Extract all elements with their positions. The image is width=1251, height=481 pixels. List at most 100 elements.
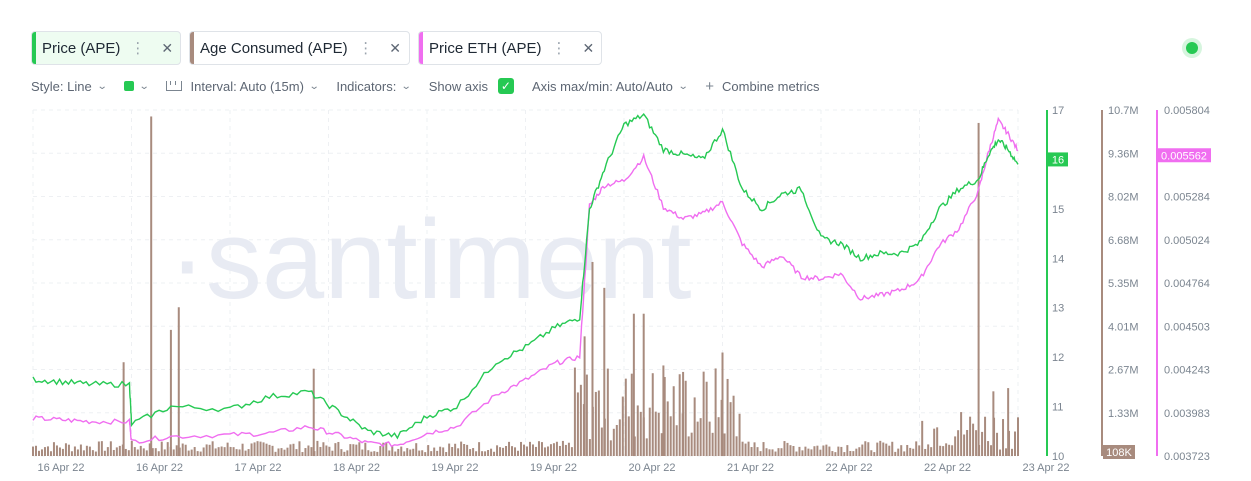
interval-dropdown[interactable]: Interval: Auto (15m) ⌄ [166,78,320,94]
age-consumed-bar [142,448,145,456]
age-consumed-bar [175,445,178,456]
indicators-dropdown[interactable]: Indicators: ⌄ [336,78,412,94]
age-consumed-bar [346,450,349,456]
age-consumed-bar [88,446,91,456]
age-consumed-bar [244,450,247,456]
santiment-watermark: ·santiment [169,197,692,322]
age-consumed-bar [759,451,762,456]
x-axis-tick: 23 Apr 22 [1022,462,1069,474]
style-dropdown[interactable]: Style: Line ⌄ [31,79,107,94]
interval-label: Interval: Auto (15m) [190,78,304,94]
age-consumed-bar [394,451,397,456]
age-consumed-bar [406,448,409,456]
age-consumed-bar [67,444,70,456]
age-consumed-bar [412,448,415,456]
age-consumed-bar [436,450,439,456]
more-options-icon[interactable]: ⋮ [551,40,567,57]
age-consumed-bar [657,412,660,456]
age-consumed-bar [466,444,469,456]
age-consumed-bar [130,440,133,456]
age-consumed-bar [421,450,424,456]
age-consumed-bar [882,442,885,456]
show-axis-toggle[interactable]: Show axis ✓ [429,78,514,94]
age-consumed-bar [274,451,277,456]
age-consumed-axis-tick: 2.67M [1108,365,1139,377]
more-options-icon[interactable]: ⋮ [130,40,146,57]
age-consumed-axis-tick: 10.7M [1108,105,1139,117]
age-consumed-bar [122,362,125,456]
age-consumed-bar [253,442,256,456]
age-consumed-bar [187,450,190,456]
age-consumed-bar [894,451,897,456]
show-axis-label: Show axis [428,78,488,94]
age-consumed-bar [439,446,442,456]
age-consumed-bar [888,445,891,456]
metric-label: Age Consumed (APE) [200,39,348,57]
age-consumed-bar [484,451,487,456]
age-consumed-bar [487,450,490,456]
age-consumed-bar [957,430,960,456]
price-axis-tick: 10 [1052,451,1064,463]
x-axis-tick: 20 Apr 22 [628,462,675,474]
age-consumed-bar [190,449,193,456]
age-consumed-bar [523,444,526,456]
age-consumed-bar [97,441,100,456]
age-consumed-bar [319,446,322,456]
age-consumed-bar [106,447,109,456]
age-consumed-bar [525,446,528,456]
age-consumed-bar [208,444,211,456]
metric-chip-age-consumed[interactable]: Age Consumed (APE) ⋮ ✕ [189,31,410,65]
price-eth-axis-tick: 0.004764 [1164,278,1210,290]
age-consumed-bar [660,433,663,456]
price-eth-current-marker [1158,148,1211,163]
color-dropdown[interactable]: ⌄ [124,81,150,92]
combine-metrics-label: Combine metrics [722,78,820,94]
age-consumed-bar [226,442,229,456]
checkmark-icon[interactable]: ✓ [497,78,514,94]
age-consumed-bar [100,441,103,456]
age-consumed-bar [756,447,759,456]
price-eth-axis-tick: 0.004503 [1164,321,1210,333]
close-icon[interactable]: ✕ [389,39,401,56]
more-options-icon[interactable]: ⋮ [358,40,374,57]
axis-maxmin-dropdown[interactable]: Axis max/min: Auto/Auto ⌄ [532,79,689,94]
age-consumed-bar [427,445,430,456]
age-consumed-bar [376,451,379,456]
age-consumed-bar [969,416,972,456]
age-consumed-bar [963,434,966,456]
age-consumed-bar [177,307,180,456]
age-consumed-bar [750,447,753,456]
metric-chip-price[interactable]: Price (APE) ⋮ ✕ [31,31,181,65]
age-consumed-bar [325,445,328,456]
age-consumed-bar [591,261,594,456]
age-consumed-bar [579,384,582,456]
age-consumed-bar [196,451,199,456]
age-consumed-bar [298,441,301,456]
close-icon[interactable]: ✕ [582,39,595,56]
age-consumed-bar [364,442,367,456]
age-consumed-bar [223,447,226,456]
age-consumed-bar [136,449,139,456]
price-eth-line [32,116,1019,448]
indicators-label: Indicators: [336,78,397,94]
age-consumed-bar [343,451,346,456]
age-consumed-bar [837,446,840,456]
age-consumed-bar [76,449,79,456]
age-consumed-bar [508,441,511,456]
age-consumed-bar [933,428,936,456]
age-consumed-bar [783,441,786,456]
close-icon[interactable]: ✕ [161,39,174,56]
combine-metrics-button[interactable]: + Combine metrics [705,78,819,95]
age-consumed-bar [358,442,361,456]
age-consumed-bar [663,377,666,456]
metric-chip-price-eth[interactable]: Price ETH (APE) ⋮ ✕ [418,31,602,65]
age-consumed-current-marker [1103,445,1135,459]
age-consumed-bar [732,395,735,456]
age-consumed-bar [370,451,373,456]
age-consumed-bar [55,445,58,456]
age-consumed-bar [448,443,451,456]
age-consumed-bar [810,449,813,456]
age-consumed-bar [58,447,61,456]
age-consumed-bar [214,448,217,456]
